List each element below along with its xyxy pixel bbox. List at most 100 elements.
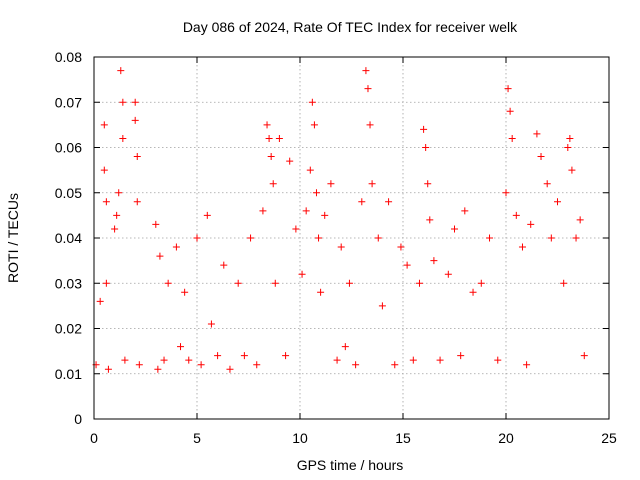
data-point <box>494 356 502 364</box>
data-point <box>576 216 584 224</box>
data-point <box>119 134 127 142</box>
data-point <box>397 243 405 251</box>
chart-title: Day 086 of 2024, Rate Of TEC Index for r… <box>183 19 518 35</box>
data-point <box>477 279 485 287</box>
data-point <box>164 279 172 287</box>
data-point <box>111 225 119 233</box>
y-tick-label: 0.03 <box>55 275 82 291</box>
data-point <box>512 211 520 219</box>
data-point <box>461 207 469 215</box>
data-point <box>263 121 271 129</box>
y-tick-label: 0.08 <box>55 49 82 65</box>
y-tick-label: 0.01 <box>55 366 82 382</box>
data-point <box>253 361 261 369</box>
data-point <box>197 361 205 369</box>
data-point <box>312 189 320 197</box>
data-point <box>537 153 545 161</box>
data-point <box>214 352 222 360</box>
x-tick-label: 0 <box>90 430 98 446</box>
data-point <box>113 211 121 219</box>
data-point <box>154 365 162 373</box>
data-point <box>131 98 139 106</box>
data-point <box>177 343 185 351</box>
data-point <box>185 356 193 364</box>
data-point <box>345 279 353 287</box>
data-point <box>282 352 290 360</box>
data-point <box>104 365 112 373</box>
data-point <box>444 270 452 278</box>
y-tick-label: 0 <box>74 411 82 427</box>
data-point <box>121 356 129 364</box>
data-point <box>337 243 345 251</box>
x-tick-label: 10 <box>292 430 308 446</box>
data-point <box>451 225 458 233</box>
data-point <box>486 234 494 242</box>
data-point <box>247 234 255 242</box>
x-tick-label: 5 <box>193 430 201 446</box>
data-point <box>533 130 541 138</box>
data-point <box>292 225 300 233</box>
data-point <box>172 243 180 251</box>
data-point <box>306 166 314 174</box>
data-point <box>115 189 123 197</box>
data-point <box>502 189 510 197</box>
x-axis-title: GPS time / hours <box>297 457 404 473</box>
data-point <box>226 365 234 373</box>
data-point <box>506 107 514 115</box>
data-point <box>374 234 382 242</box>
data-point <box>96 297 104 305</box>
data-point <box>422 144 430 151</box>
grid <box>94 57 609 419</box>
data-point <box>543 180 551 188</box>
data-point <box>133 153 141 161</box>
data-point <box>308 98 316 106</box>
data-point <box>119 98 127 106</box>
data-point <box>366 121 374 129</box>
data-point <box>100 121 108 129</box>
x-tick-label: 25 <box>601 430 617 446</box>
data-point <box>267 153 275 161</box>
y-tick-label: 0.02 <box>55 321 82 337</box>
y-axis-title: ROTI / TECUs <box>5 193 21 283</box>
data-point <box>271 279 279 287</box>
data-point <box>420 125 428 133</box>
data-point <box>403 261 411 269</box>
data-point <box>135 361 143 369</box>
data-point <box>302 207 310 215</box>
data-point <box>234 279 242 287</box>
y-tick-label: 0.04 <box>55 230 82 246</box>
data-point <box>358 198 366 206</box>
data-point <box>580 352 588 360</box>
data-point <box>568 166 576 174</box>
data-point <box>240 352 248 360</box>
data-point <box>469 288 477 296</box>
data-point <box>315 234 323 242</box>
data-point <box>203 211 211 219</box>
data-point <box>275 134 283 142</box>
data-point <box>457 352 465 360</box>
data-point <box>364 85 372 93</box>
data-point <box>117 67 125 75</box>
data-point <box>259 207 267 215</box>
data-point <box>317 288 325 296</box>
x-tick-label: 20 <box>498 430 514 446</box>
data-point <box>424 180 432 188</box>
data-point <box>409 356 417 364</box>
data-point <box>527 220 535 228</box>
data-point <box>385 198 393 206</box>
data-point <box>554 198 561 206</box>
data-point <box>181 288 189 296</box>
y-tick-label: 0.05 <box>55 185 82 201</box>
data-point <box>362 67 370 75</box>
data-point <box>100 166 108 174</box>
data-point <box>391 361 399 369</box>
data-point <box>269 180 277 188</box>
data-point <box>207 320 215 328</box>
data-points <box>92 67 588 373</box>
data-point <box>193 234 201 242</box>
data-point <box>560 279 568 287</box>
data-point <box>321 211 329 219</box>
data-point <box>523 361 531 369</box>
